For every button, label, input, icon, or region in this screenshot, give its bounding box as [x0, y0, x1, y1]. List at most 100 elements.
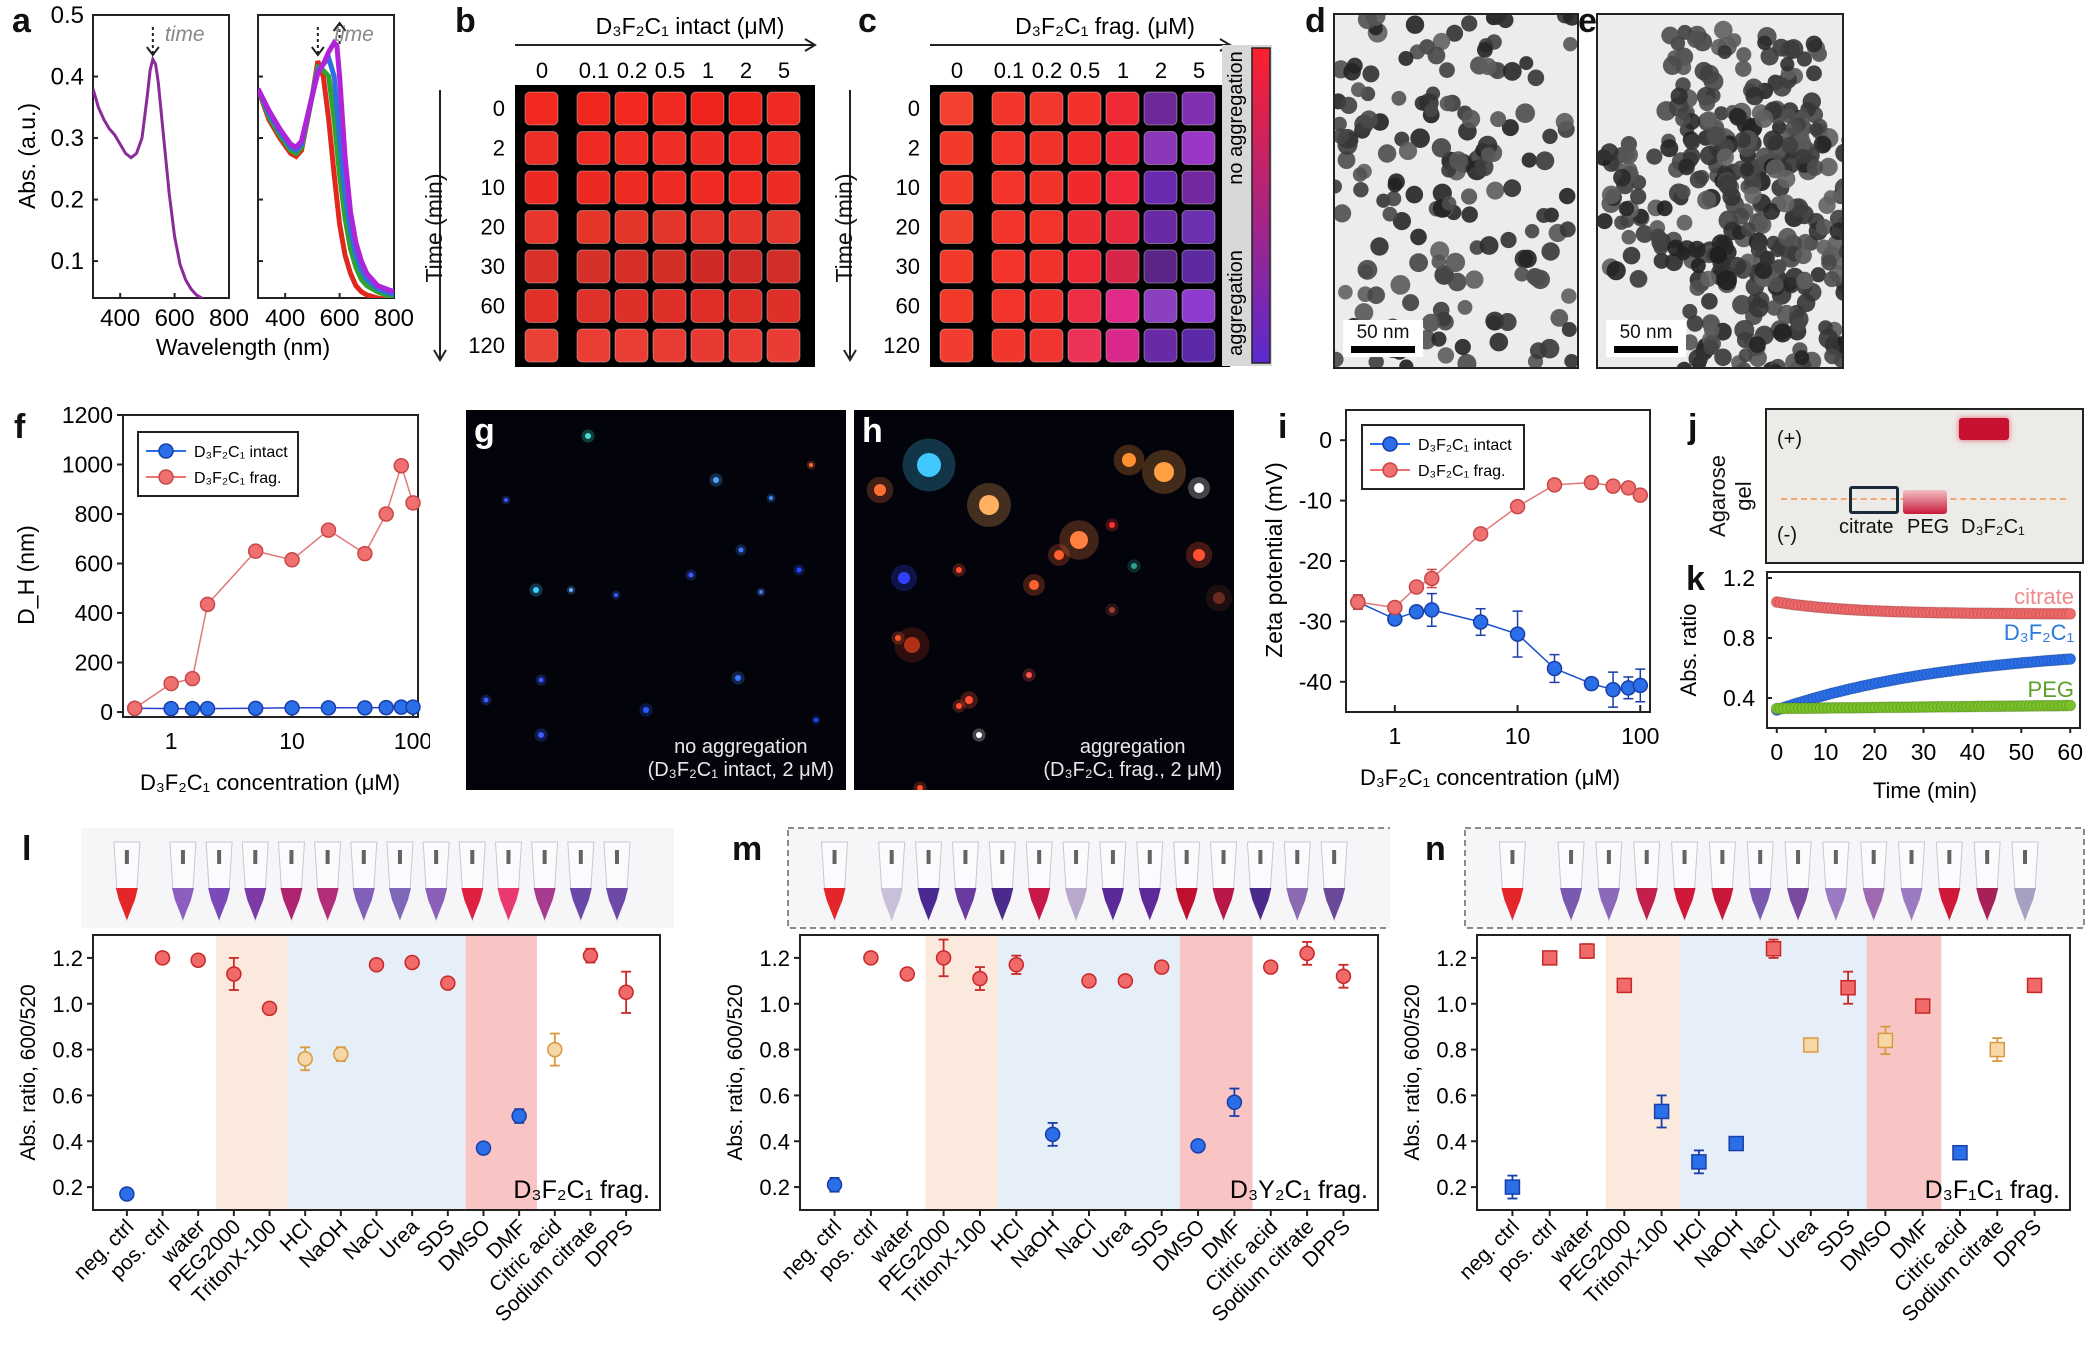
nanoparticle [1736, 47, 1752, 63]
scale-bar-d-label: 50 nm [1356, 322, 1410, 343]
nanoparticle [1343, 63, 1361, 81]
scatter-spot [979, 495, 999, 515]
y-tick-label-f: 200 [75, 650, 113, 676]
data-point-n [1877, 1032, 1894, 1049]
data-point-l [475, 1140, 492, 1156]
series-line-i-1 [1357, 481, 1641, 609]
data-point-f [199, 596, 216, 613]
gel-band-peg [1903, 490, 1947, 514]
well-c [1143, 131, 1178, 165]
legend-label-i: D₃F₂C₁ intact [1418, 437, 1512, 454]
nanoparticle [1542, 128, 1558, 144]
tube-label-mark [1796, 850, 1801, 864]
well-b [766, 131, 801, 165]
category-band-l [287, 935, 466, 1210]
nanoparticle [1409, 253, 1428, 273]
tem-image-dispersed: 50 nm [1333, 13, 1579, 369]
tube-liquid [316, 888, 339, 920]
nanoparticle [1618, 145, 1635, 162]
nanoparticle [1766, 235, 1781, 251]
category-band-m [1179, 935, 1253, 1210]
y-tick-label-m: 0.2 [759, 1175, 790, 1200]
nanoparticle [1740, 162, 1755, 177]
well-b [652, 249, 687, 284]
nanoparticle [1561, 322, 1577, 337]
well-b [766, 249, 801, 284]
nanoparticle [1488, 15, 1506, 25]
nanoparticle [1454, 338, 1471, 356]
darkfield-image-no-aggregation: g no aggregation (D₃F₂C₁ intact, 2 μM) [466, 410, 846, 790]
row-label-b: 2 [493, 136, 505, 161]
nanoparticle [1819, 157, 1838, 177]
y-tick-label-n: 0.6 [1436, 1083, 1467, 1108]
well-c [939, 249, 974, 284]
column-label-c: 0.2 [1032, 58, 1063, 83]
nanoparticle [1688, 240, 1706, 259]
nanoparticle [1757, 35, 1772, 51]
data-point-l [119, 1186, 135, 1202]
well-b [690, 91, 725, 126]
data-point-k [2064, 699, 2077, 712]
x-tick-label-k: 20 [1862, 739, 1888, 765]
nanoparticle [1335, 128, 1349, 145]
tem-image-aggregated: 50 nm [1596, 13, 1844, 369]
darkfield-caption-h-line1: aggregation [1079, 736, 1186, 758]
nanoparticle [1777, 169, 1796, 188]
data-point-i [1424, 570, 1440, 587]
panel-letter-i: i [1278, 408, 1288, 446]
category-band-n [1680, 935, 1867, 1210]
well-b [524, 131, 559, 165]
nanoparticle [1717, 270, 1737, 291]
nanoparticle [1479, 236, 1499, 255]
scatter-spot [569, 588, 573, 592]
tube-liquid [461, 888, 484, 920]
scatter-spot [917, 453, 941, 477]
nanoparticle [1772, 259, 1787, 274]
nanoparticle [1486, 181, 1505, 200]
nanoparticle [1736, 362, 1752, 367]
y-tick-label-i: -10 [1299, 488, 1332, 514]
well-c [939, 210, 974, 244]
nanoparticle [1670, 87, 1688, 105]
well-c [1029, 91, 1064, 126]
well-b [652, 91, 687, 126]
nanoparticle [1815, 218, 1833, 236]
y-tick-label-i: 0 [1319, 427, 1332, 453]
tube-liquid [1824, 888, 1847, 920]
nanoparticle [1503, 179, 1522, 198]
data-point-l [368, 957, 385, 973]
data-point-m [1081, 973, 1097, 989]
tube-liquid [244, 888, 267, 920]
tube-label-mark [1871, 850, 1876, 864]
nanoparticle [1785, 119, 1803, 137]
nanoparticle [1809, 122, 1824, 137]
x-tick-label-l: NaCl [339, 1215, 388, 1264]
y-tick-label-m: 1.0 [759, 992, 790, 1017]
data-point-f [247, 543, 264, 559]
well-b [524, 170, 559, 205]
well-c [1143, 328, 1178, 363]
nanoparticle [1461, 188, 1478, 205]
panel-letter-d: d [1305, 2, 1326, 40]
nanoparticle [1835, 284, 1842, 301]
scatter-spot [1213, 592, 1225, 604]
panel-letter-h: h [862, 412, 883, 450]
well-c [1181, 170, 1216, 205]
data-point-m [1044, 1126, 1061, 1143]
tube-liquid [497, 888, 520, 920]
x-axis-label-k: Time (min) [1873, 778, 1977, 803]
nanoparticle [1717, 174, 1738, 195]
nanoparticle [1600, 143, 1619, 162]
x-tick-label-k: 60 [2057, 739, 2083, 765]
spectrum-line-frag-t_mid [258, 63, 394, 298]
well-c [1105, 210, 1140, 244]
tube-liquid [880, 888, 903, 920]
tube-liquid [1138, 888, 1161, 920]
tube-label-mark [506, 850, 511, 864]
nanoparticle [1446, 24, 1464, 42]
nanoparticle [1716, 148, 1734, 166]
data-point-i [1632, 487, 1649, 503]
x-tick-label-a: 800 [374, 305, 414, 332]
nanoparticle [1829, 222, 1842, 241]
